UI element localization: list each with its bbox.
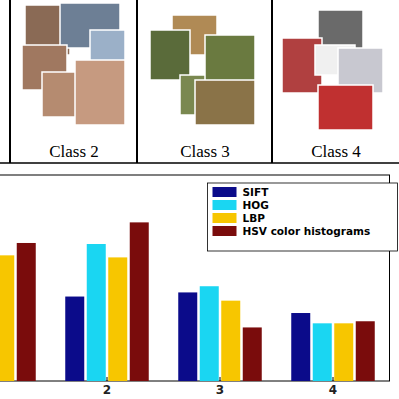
bar [200,286,219,381]
legend-label: LBP [243,212,266,224]
x-tick-label: 2 [103,383,111,397]
legend-swatch [213,187,237,197]
legend-swatch [213,226,237,236]
legend-box [208,183,398,251]
class-label: Class 4 [311,142,361,161]
bar [17,243,36,381]
photo [318,10,363,50]
figure: Class 2 Class 3 Class 4 2 3 4 SIFTHOGLBPHSV co… [0,0,399,399]
bar [87,244,106,381]
photo [205,35,255,85]
bar [108,257,127,381]
legend-label: SIFT [243,186,270,198]
photo [318,85,373,130]
chart: 2 3 4 SIFTHOGLBPHSV color histograms [0,175,398,397]
photo [150,30,190,80]
class-label: Class 2 [49,142,99,161]
bar [221,301,240,381]
legend-label: HSV color histograms [243,225,371,237]
x-tick [107,377,108,381]
legend-swatch [213,213,237,223]
x-tick-label: 3 [216,383,224,397]
x-tick [220,377,221,381]
bar [65,297,84,381]
bar [291,313,310,381]
bar [243,327,262,381]
bar [313,323,332,381]
x-tick [333,377,334,381]
panel-divider [271,0,273,163]
panel-divider [136,0,138,163]
bar [356,321,375,381]
legend: SIFTHOGLBPHSV color histograms [208,183,398,251]
legend-swatch [213,200,237,210]
photo [75,60,125,125]
bar [130,222,149,381]
class-label: Class 3 [180,142,230,161]
bar [178,292,197,381]
panel-divider [9,0,11,163]
photo [195,80,255,125]
panel-bottom [0,162,399,164]
x-tick-label: 4 [329,383,337,397]
bar [0,255,14,381]
bar [334,323,353,381]
class-panels: Class 2 Class 3 Class 4 [0,0,399,163]
root: Class 2 Class 3 Class 4 2 3 4 SIFTHOGLBPHSV co… [0,0,399,399]
legend-label: HOG [243,199,269,211]
